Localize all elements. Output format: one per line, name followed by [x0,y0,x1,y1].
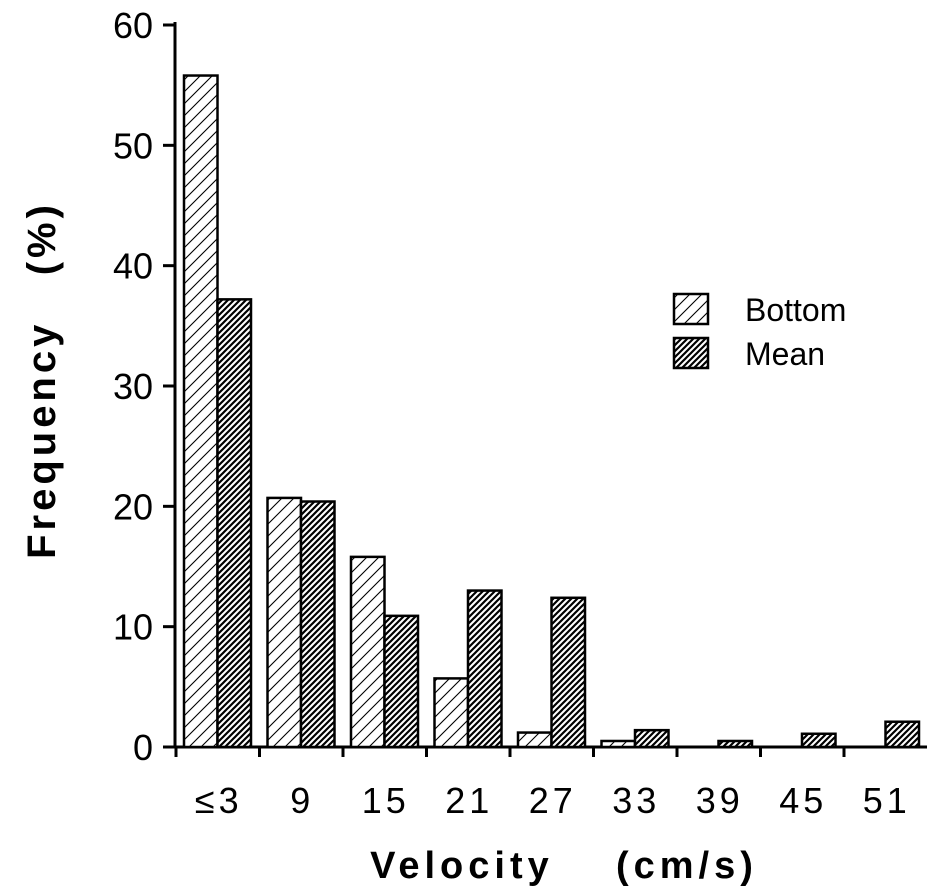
x-axis: ≤3 9 15 21 27 33 39 45 51 [167,745,927,821]
y-tick-label: 0 [133,727,153,768]
legend-label: Bottom [745,292,846,328]
bar-bottom [600,739,637,749]
y-tick-label: 60 [113,5,153,46]
x-tick-label: 9 [290,780,314,821]
bar-mean [800,732,837,749]
bar-mean [466,589,503,749]
bar-mean [550,596,587,749]
bar-mean [216,298,253,749]
legend: Bottom Mean [672,292,846,372]
legend-swatch [672,292,710,326]
legend-swatch [672,336,710,370]
y-axis: 0 10 20 30 40 50 60 [113,5,177,768]
x-tick-label: 45 [779,780,827,821]
x-tick-label: 21 [445,780,493,821]
bar-mean [717,739,754,749]
bar-mean [633,728,670,749]
x-tick-label: 27 [529,780,577,821]
bar-bottom [182,74,219,749]
x-tick-label: 51 [863,780,911,821]
x-axis-title: Velocity (cm/s) [370,845,758,887]
x-tick-label: 39 [696,780,744,821]
x-tick-label: 15 [362,780,410,821]
bars [182,74,921,749]
bar-mean [884,720,921,749]
bar-bottom [349,555,386,749]
x-tick-label: ≤3 [195,780,243,821]
legend-label: Mean [745,336,825,372]
y-tick-label: 30 [113,366,153,407]
bar-mean [299,500,336,749]
y-tick-label: 20 [113,486,153,527]
bar-mean [383,614,420,749]
x-tick-label: 33 [612,780,660,821]
y-tick-label: 40 [113,246,153,287]
bar-bottom [516,731,553,749]
y-tick-label: 50 [113,125,153,166]
bar-bottom [433,677,470,749]
y-tick-label: 10 [113,607,153,648]
y-axis-title: Frequency (%) [20,201,64,559]
bar-bottom [266,496,303,749]
